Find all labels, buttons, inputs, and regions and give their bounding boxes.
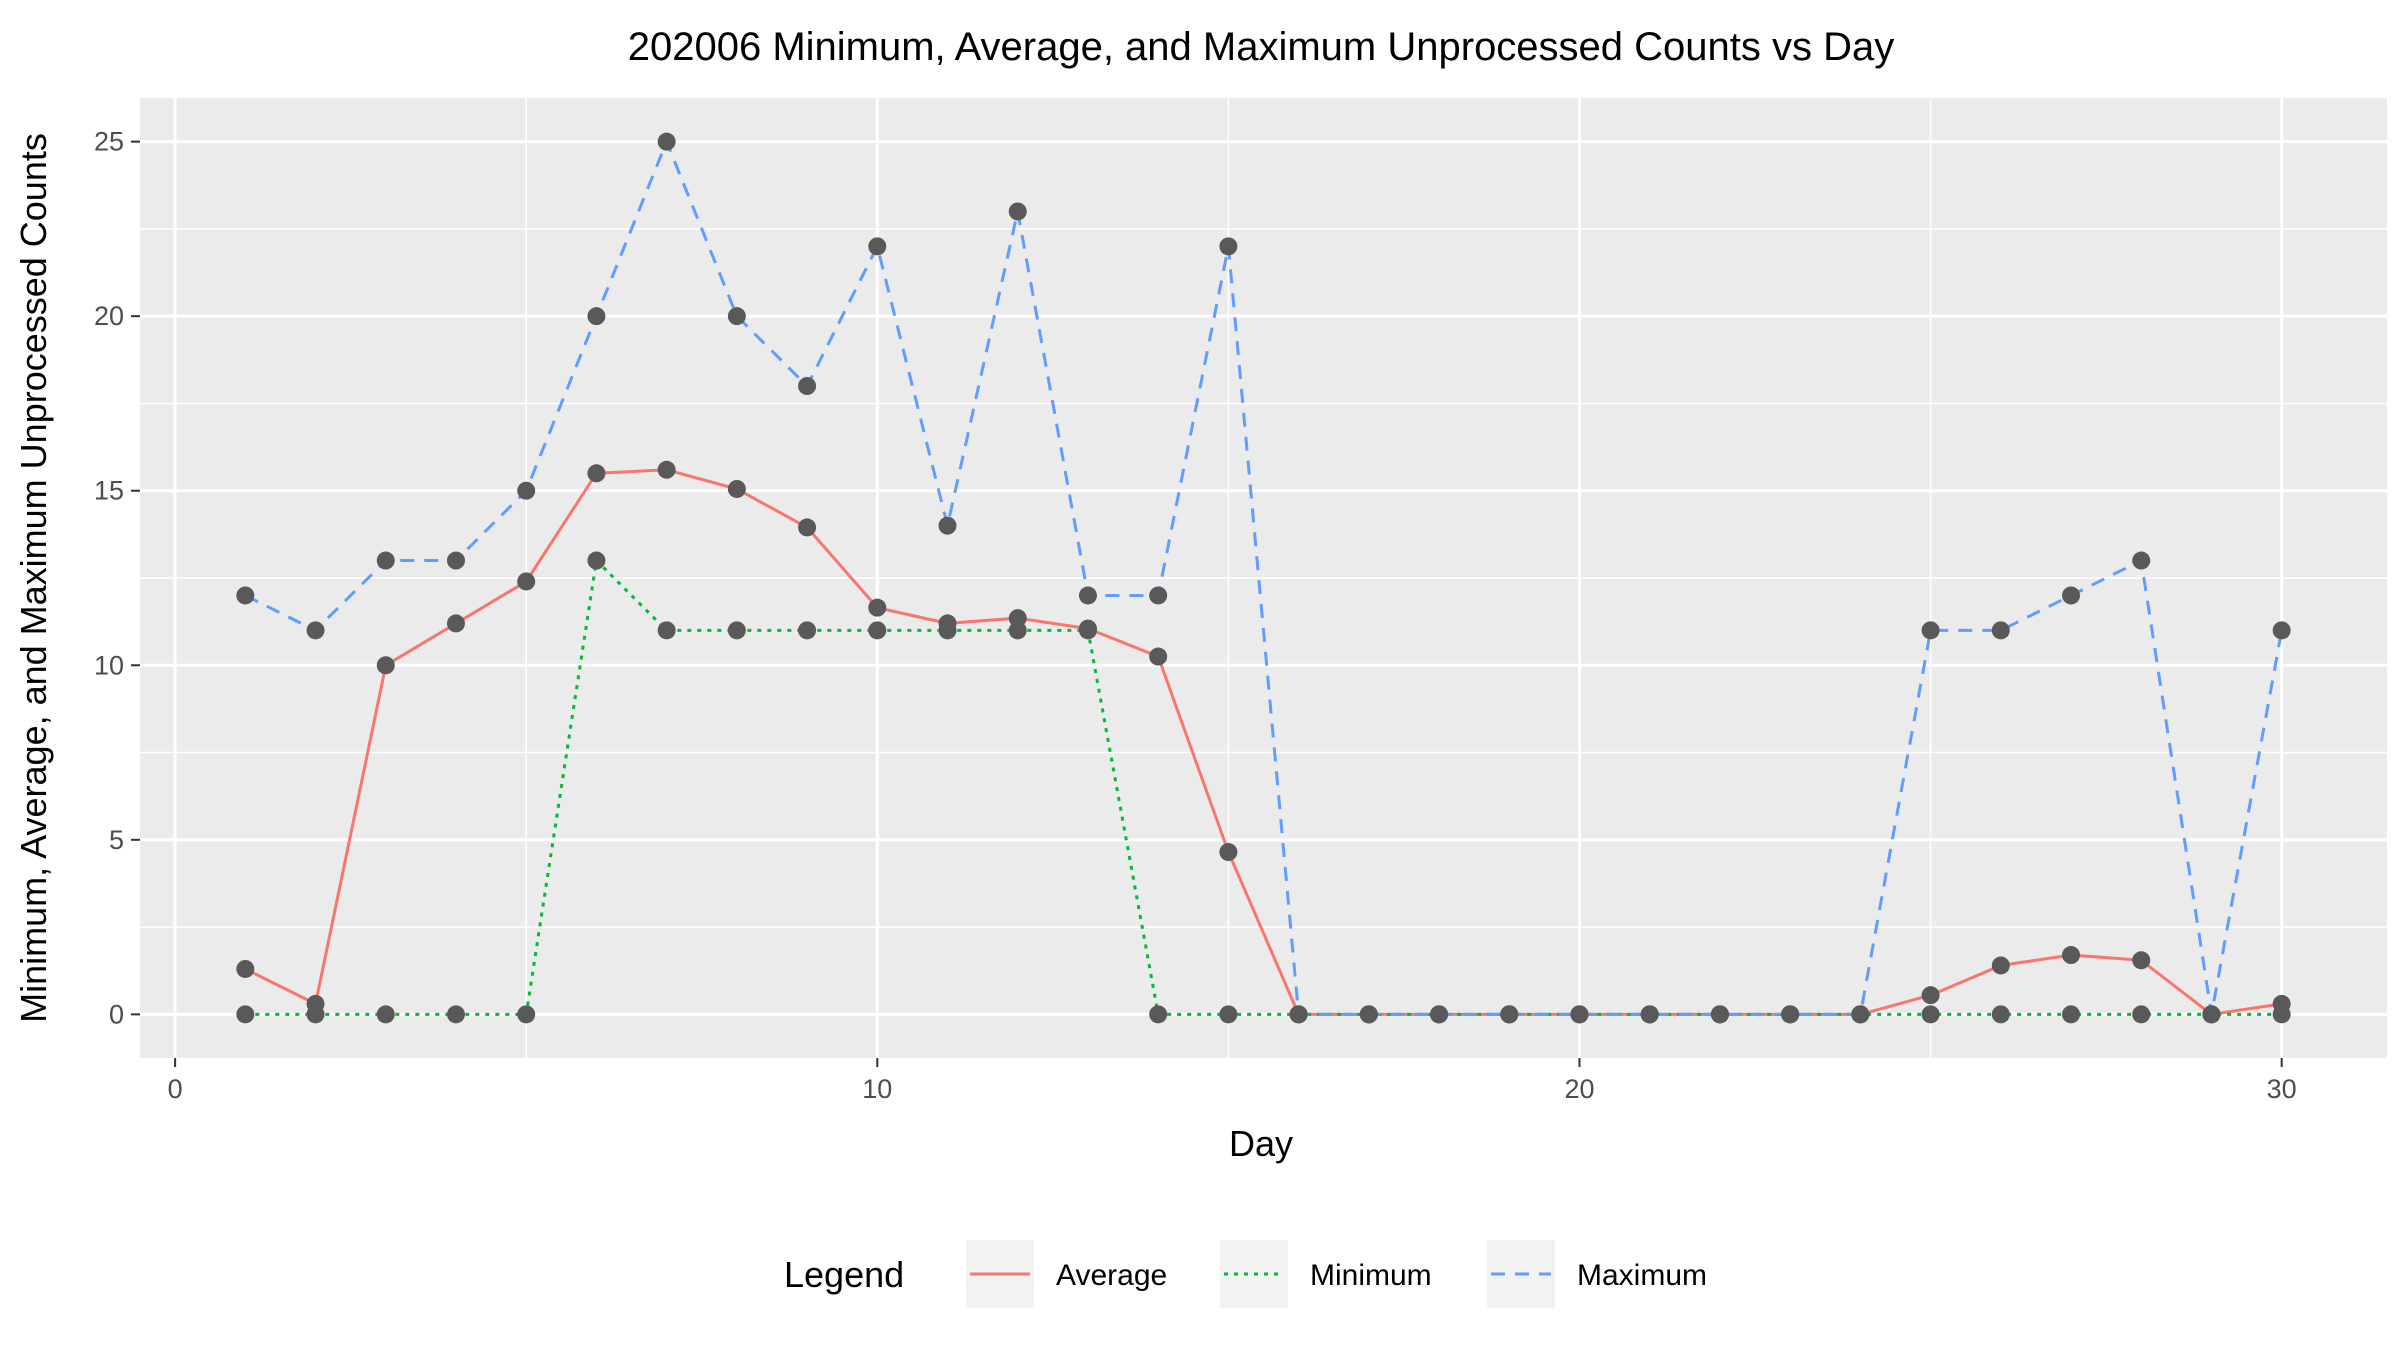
data-point-average	[2132, 951, 2151, 970]
data-point-maximum	[1991, 621, 2010, 640]
data-point-maximum	[1500, 1005, 1519, 1024]
y-tick-label: 20	[94, 301, 124, 331]
data-point-minimum	[446, 1005, 465, 1024]
data-point-average	[236, 959, 255, 978]
y-tick-label: 10	[94, 650, 124, 680]
data-point-minimum	[1078, 621, 1097, 640]
data-point-maximum	[2132, 551, 2151, 570]
data-point-average	[1921, 986, 1940, 1005]
x-tick-label: 10	[862, 1074, 892, 1104]
data-point-maximum	[798, 377, 817, 395]
data-point-maximum	[376, 551, 395, 570]
series-points	[236, 132, 2291, 1024]
data-point-average	[517, 572, 536, 591]
data-point-maximum	[1570, 1005, 1589, 1024]
data-point-maximum	[938, 516, 957, 535]
data-point-average	[657, 460, 676, 479]
x-tick-label: 30	[2267, 1074, 2297, 1104]
x-axis-title: Day	[1229, 1123, 1293, 1164]
series-line-maximum	[244, 140, 2284, 1016]
data-point-average	[1991, 956, 2010, 975]
data-point-minimum	[376, 1005, 395, 1024]
data-point-maximum	[1430, 1005, 1449, 1024]
data-point-maximum	[657, 132, 676, 151]
data-point-minimum	[236, 1005, 255, 1024]
y-axis-ticks: 0 5 10 15 20 25	[94, 127, 140, 1029]
y-tick-label: 0	[109, 999, 124, 1029]
x-tick-label: 0	[168, 1074, 183, 1104]
major-gridlines	[140, 98, 2387, 1058]
legend-label-average: Average	[1056, 1259, 1167, 1292]
data-point-maximum	[1359, 1005, 1378, 1024]
legend-title: Legend	[784, 1254, 904, 1295]
series-lines	[244, 140, 2284, 1016]
data-point-maximum	[1921, 621, 1940, 640]
data-point-average	[2062, 946, 2081, 965]
x-axis-ticks: 0 10 20 30	[168, 1058, 2297, 1104]
data-point-maximum	[1851, 1005, 1870, 1024]
data-point-minimum	[727, 621, 746, 640]
data-point-minimum	[1008, 621, 1027, 640]
legend: Legend Average Minimum Maximum	[784, 1240, 1707, 1308]
data-point-maximum	[2272, 621, 2291, 640]
data-point-maximum	[2062, 586, 2081, 605]
legend-label-maximum: Maximum	[1577, 1259, 1707, 1292]
data-point-average	[446, 614, 465, 633]
y-tick-label: 15	[94, 476, 124, 506]
data-point-minimum	[1149, 1005, 1168, 1024]
data-point-maximum	[1710, 1005, 1729, 1024]
y-tick-label: 25	[94, 127, 124, 157]
data-point-maximum	[1149, 586, 1168, 605]
chart-title: 202006 Minimum, Average, and Maximum Unp…	[628, 25, 1895, 69]
data-point-maximum	[1289, 1005, 1308, 1024]
legend-label-minimum: Minimum	[1310, 1259, 1432, 1292]
data-point-minimum	[798, 621, 817, 640]
y-axis-title: Minimum, Average, and Maximum Unprocesse…	[13, 133, 54, 1023]
data-point-minimum	[587, 551, 606, 570]
data-point-maximum	[306, 621, 325, 640]
data-point-minimum	[657, 621, 676, 640]
data-point-maximum	[727, 307, 746, 326]
data-point-minimum	[1219, 1005, 1238, 1024]
data-point-average	[868, 598, 887, 617]
series-line-minimum	[245, 559, 2282, 1016]
data-point-maximum	[1640, 1005, 1659, 1024]
data-point-minimum	[938, 621, 957, 640]
data-point-average	[727, 479, 746, 498]
data-point-average	[1149, 647, 1168, 666]
data-point-maximum	[1008, 202, 1027, 221]
minor-gridlines	[140, 98, 2387, 1058]
data-point-minimum	[306, 1005, 325, 1024]
data-point-average	[587, 464, 606, 483]
data-point-average	[1219, 843, 1238, 862]
data-point-minimum	[517, 1005, 536, 1024]
x-tick-label: 20	[1564, 1074, 1594, 1104]
data-point-maximum	[1078, 586, 1097, 605]
data-point-minimum	[2272, 1005, 2291, 1024]
data-point-minimum	[2062, 1005, 2081, 1024]
legend-items: Average Minimum Maximum	[966, 1240, 1707, 1308]
data-point-maximum	[1219, 237, 1238, 256]
data-point-maximum	[236, 586, 255, 605]
data-point-maximum	[1781, 1005, 1800, 1024]
data-point-maximum	[446, 551, 465, 570]
data-point-minimum	[1991, 1005, 2010, 1024]
y-tick-label: 5	[109, 825, 124, 855]
data-point-minimum	[1921, 1005, 1940, 1024]
data-point-minimum	[868, 621, 887, 640]
series-line-average	[244, 468, 2282, 1016]
data-point-maximum	[2202, 1005, 2221, 1024]
data-point-average	[376, 656, 395, 675]
data-point-minimum	[2132, 1005, 2151, 1024]
data-point-maximum	[517, 481, 536, 500]
data-point-maximum	[868, 237, 887, 256]
data-point-maximum	[587, 307, 606, 326]
data-point-average	[798, 518, 817, 537]
